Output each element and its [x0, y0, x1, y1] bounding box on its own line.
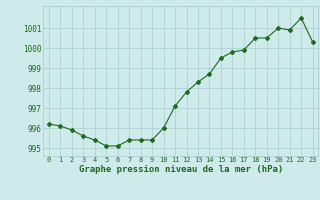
- X-axis label: Graphe pression niveau de la mer (hPa): Graphe pression niveau de la mer (hPa): [79, 165, 283, 174]
